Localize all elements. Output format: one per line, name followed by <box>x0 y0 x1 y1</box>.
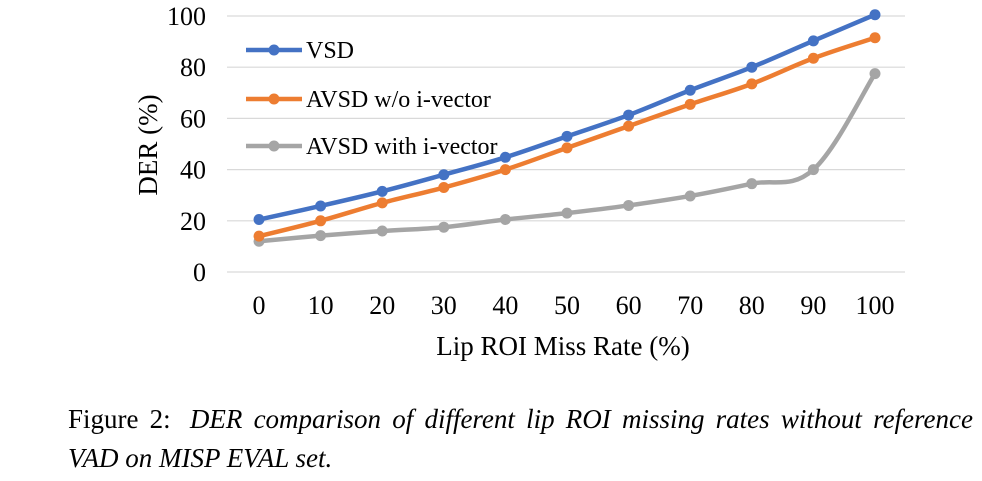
data-point-avsd-with-i-vector <box>623 199 635 211</box>
y-tick-label: 80 <box>180 53 206 82</box>
legend-marker <box>268 44 280 56</box>
data-point-avsd-w-o-i-vector <box>623 120 635 132</box>
data-point-vsd <box>869 9 881 21</box>
series-avsd-w-o-i-vector <box>253 32 881 242</box>
data-point-vsd <box>746 61 758 73</box>
legend-item-avsd-w-o-i-vector: AVSD w/o i-vector <box>246 87 491 113</box>
data-point-avsd-w-o-i-vector <box>807 52 819 64</box>
x-tick-label: 30 <box>431 291 457 320</box>
caption-text: DER comparison of different lip ROI miss… <box>68 404 974 473</box>
data-point-avsd-w-o-i-vector <box>746 78 758 90</box>
figure-caption: Figure 2: DER comparison of different li… <box>68 400 973 478</box>
data-point-avsd-with-i-vector <box>438 221 450 233</box>
data-point-vsd <box>499 151 511 163</box>
gridlines <box>227 15 905 273</box>
data-point-vsd <box>807 35 819 47</box>
legend-label: VSD <box>306 38 354 64</box>
y-tick-label: 60 <box>180 104 206 133</box>
x-tick-label: 50 <box>554 291 580 320</box>
x-tick-label: 20 <box>369 291 395 320</box>
legend-label: AVSD w/o i-vector <box>306 87 491 113</box>
data-point-avsd-with-i-vector <box>499 214 511 226</box>
data-point-avsd-with-i-vector <box>684 190 696 202</box>
x-tick-label: 70 <box>677 291 703 320</box>
data-point-avsd-w-o-i-vector <box>315 215 327 227</box>
data-point-vsd <box>253 214 265 226</box>
series-avsd-with-i-vector <box>253 68 881 247</box>
y-tick-label: 20 <box>180 207 206 236</box>
y-axis-title: DER (%) <box>133 94 163 195</box>
x-tick-label: 100 <box>856 291 895 320</box>
data-point-avsd-with-i-vector <box>807 164 819 176</box>
legend-marker <box>268 93 280 105</box>
legend-label: AVSD with i-vector <box>306 134 498 160</box>
data-point-vsd <box>561 130 573 142</box>
y-axis-ticks: 0 20 40 60 80 100 <box>167 2 206 287</box>
x-tick-label: 40 <box>492 291 518 320</box>
data-point-vsd <box>684 84 696 96</box>
legend-item-vsd: VSD <box>246 38 354 64</box>
data-point-vsd <box>376 185 388 197</box>
legend: VSD AVSD w/o i-vector AVSD with i-vector <box>246 38 498 160</box>
data-point-avsd-w-o-i-vector <box>376 197 388 209</box>
legend-item-avsd-with-i-vector: AVSD with i-vector <box>246 134 498 160</box>
y-tick-label: 0 <box>193 258 206 287</box>
series-lines <box>253 9 881 247</box>
x-axis-ticks: 0 10 20 30 40 50 60 70 80 90 100 <box>253 291 895 320</box>
data-point-avsd-with-i-vector <box>315 230 327 242</box>
x-axis-title: Lip ROI Miss Rate (%) <box>436 331 689 361</box>
data-point-avsd-with-i-vector <box>869 68 881 80</box>
caption-label: Figure 2: <box>68 404 171 434</box>
y-tick-label: 100 <box>167 2 206 31</box>
data-point-avsd-w-o-i-vector <box>869 32 881 44</box>
series-line-avsd-with-i-vector <box>256 71 878 244</box>
data-point-avsd-w-o-i-vector <box>684 98 696 110</box>
data-point-vsd <box>623 109 635 121</box>
data-point-avsd-w-o-i-vector <box>253 230 265 242</box>
x-tick-label: 0 <box>253 291 266 320</box>
data-point-avsd-with-i-vector <box>746 178 758 190</box>
legend-marker <box>268 140 280 152</box>
data-point-vsd <box>438 169 450 181</box>
x-tick-label: 60 <box>616 291 642 320</box>
der-line-chart: 0 20 40 60 80 100 0 10 20 30 40 50 60 70 80 90 100 VSD A… <box>133 2 905 361</box>
data-point-avsd-with-i-vector <box>376 225 388 237</box>
series-vsd <box>253 9 881 226</box>
data-point-vsd <box>315 200 327 212</box>
x-tick-label: 10 <box>308 291 334 320</box>
y-tick-label: 40 <box>180 156 206 185</box>
data-point-avsd-with-i-vector <box>561 207 573 219</box>
data-point-avsd-w-o-i-vector <box>499 164 511 176</box>
x-tick-label: 80 <box>739 291 765 320</box>
data-point-avsd-w-o-i-vector <box>561 142 573 154</box>
data-point-avsd-w-o-i-vector <box>438 182 450 194</box>
x-tick-label: 90 <box>800 291 826 320</box>
